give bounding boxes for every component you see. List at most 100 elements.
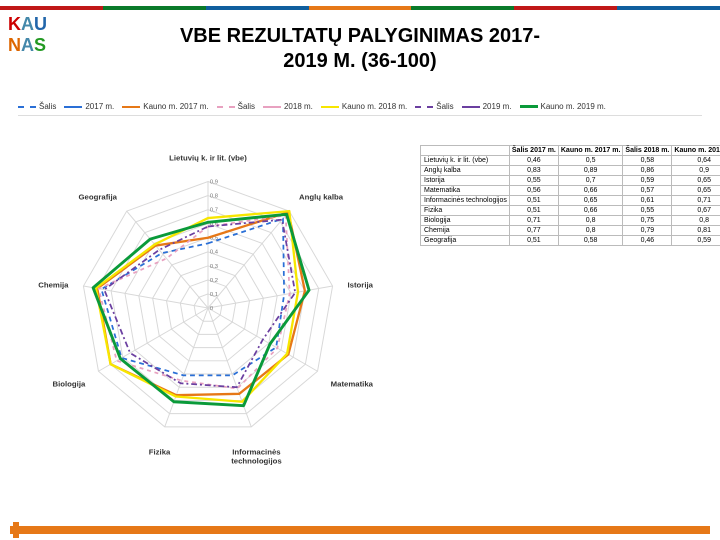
cell-value: 0,55 bbox=[509, 176, 558, 186]
svg-text:0,9: 0,9 bbox=[210, 179, 218, 185]
legend-label: Kauno m. 2018 m. bbox=[342, 102, 407, 111]
cell-value: 0,65 bbox=[672, 176, 720, 186]
top-accent-stripe bbox=[0, 6, 720, 10]
cell-value: 0,55 bbox=[623, 206, 672, 216]
cell-value: 0,65 bbox=[558, 196, 623, 206]
row-label: Matematika bbox=[421, 186, 510, 196]
table-row: Lietuvių k. ir lit. (vbe)0,460,50,580,64… bbox=[421, 156, 720, 166]
page-title: VBE REZULTATŲ PALYGINIMAS 2017- 2019 M. … bbox=[0, 24, 720, 74]
cell-value: 0,57 bbox=[623, 186, 672, 196]
cell-value: 0,83 bbox=[509, 166, 558, 176]
cell-value: 0,58 bbox=[623, 156, 672, 166]
data-table: Šalis 2017 m.Kauno m. 2017 m.Šalis 2018 … bbox=[420, 145, 710, 246]
legend-label: Šalis bbox=[39, 102, 56, 111]
row-label: Geografija bbox=[421, 236, 510, 246]
cell-value: 0,86 bbox=[623, 166, 672, 176]
legend-label: Kauno m. 2019 m. bbox=[541, 102, 606, 111]
cell-value: 0,56 bbox=[509, 186, 558, 196]
bottom-accent-bar bbox=[10, 526, 710, 534]
row-label: Anglų kalba bbox=[421, 166, 510, 176]
table-row: Informacinės technologijos0,510,650,610,… bbox=[421, 196, 720, 206]
table-row: Anglų kalba0,830,890,860,90,820,87 bbox=[421, 166, 720, 176]
cell-value: 0,81 bbox=[672, 226, 720, 236]
cell-value: 0,59 bbox=[623, 176, 672, 186]
cell-value: 0,58 bbox=[558, 236, 623, 246]
row-label: Informacinės technologijos bbox=[421, 196, 510, 206]
svg-text:0,8: 0,8 bbox=[210, 194, 218, 200]
svg-text:0,3: 0,3 bbox=[210, 264, 218, 270]
cell-value: 0,77 bbox=[509, 226, 558, 236]
table-row: Chemija0,770,80,790,810,750,83 bbox=[421, 226, 720, 236]
table-row: Biologija0,710,80,750,80,640,72 bbox=[421, 216, 720, 226]
row-label: Fizika bbox=[421, 206, 510, 216]
svg-text:Informacinės: Informacinės bbox=[232, 448, 280, 457]
svg-text:0,4: 0,4 bbox=[210, 250, 219, 256]
table-header bbox=[421, 146, 510, 156]
cell-value: 0,51 bbox=[509, 236, 558, 246]
cell-value: 0,51 bbox=[509, 206, 558, 216]
legend-label: 2019 m. bbox=[483, 102, 512, 111]
cell-value: 0,67 bbox=[672, 206, 720, 216]
svg-text:Matematika: Matematika bbox=[331, 380, 374, 389]
legend-item: Kauno m. 2018 m. bbox=[321, 102, 407, 111]
table-row: Fizika0,510,660,550,670,570,71 bbox=[421, 206, 720, 216]
cell-value: 0,66 bbox=[558, 186, 623, 196]
legend-item: 2017 m. bbox=[64, 102, 114, 111]
legend-item: Kauno m. 2017 m. bbox=[122, 102, 208, 111]
row-label: Lietuvių k. ir lit. (vbe) bbox=[421, 156, 510, 166]
chart-legend: Šalis 2017 m. Kauno m. 2017 m. Šalis 2018 m.… bbox=[18, 102, 702, 116]
svg-text:Chemija: Chemija bbox=[38, 280, 69, 289]
row-label: Chemija bbox=[421, 226, 510, 236]
legend-item: 2018 m. bbox=[263, 102, 313, 111]
cell-value: 0,61 bbox=[623, 196, 672, 206]
cell-value: 0,8 bbox=[672, 216, 720, 226]
cell-value: 0,66 bbox=[558, 206, 623, 216]
cell-value: 0,65 bbox=[672, 186, 720, 196]
svg-text:0,2: 0,2 bbox=[210, 278, 218, 284]
legend-label: Šalis bbox=[238, 102, 255, 111]
cell-value: 0,8 bbox=[558, 226, 623, 236]
row-label: Istorija bbox=[421, 176, 510, 186]
table-header: Šalis 2017 m. bbox=[509, 146, 558, 156]
cell-value: 0,71 bbox=[509, 216, 558, 226]
cell-value: 0,89 bbox=[558, 166, 623, 176]
title-line-2: 2019 M. (36-100) bbox=[283, 50, 436, 72]
cell-value: 0,79 bbox=[623, 226, 672, 236]
svg-text:Istorija: Istorija bbox=[348, 280, 374, 289]
svg-text:Biologija: Biologija bbox=[53, 380, 86, 389]
svg-text:technologijos: technologijos bbox=[231, 456, 281, 465]
legend-item: Šalis bbox=[415, 102, 453, 111]
legend-item: Kauno m. 2019 m. bbox=[520, 102, 606, 111]
cell-value: 0,46 bbox=[509, 156, 558, 166]
cell-value: 0,51 bbox=[509, 196, 558, 206]
cell-value: 0,46 bbox=[623, 236, 672, 246]
table-header: Šalis 2018 m. bbox=[623, 146, 672, 156]
title-line-1: VBE REZULTATŲ PALYGINIMAS 2017- bbox=[180, 25, 540, 47]
legend-item: Šalis bbox=[217, 102, 255, 111]
row-label: Biologija bbox=[421, 216, 510, 226]
cell-value: 0,71 bbox=[672, 196, 720, 206]
legend-item: 2019 m. bbox=[462, 102, 512, 111]
legend-label: 2017 m. bbox=[85, 102, 114, 111]
table-row: Matematika0,560,660,570,650,450,51 bbox=[421, 186, 720, 196]
svg-text:Fizika: Fizika bbox=[149, 448, 171, 457]
legend-item: Šalis bbox=[18, 102, 56, 111]
table-header: Kauno m. 2017 m. bbox=[558, 146, 623, 156]
legend-label: 2018 m. bbox=[284, 102, 313, 111]
svg-text:0,7: 0,7 bbox=[210, 208, 218, 214]
cell-value: 0,59 bbox=[672, 236, 720, 246]
table-row: Istorija0,550,70,590,650,630,73 bbox=[421, 176, 720, 186]
table-header: Kauno m. 2018 m. bbox=[672, 146, 720, 156]
cell-value: 0,64 bbox=[672, 156, 720, 166]
legend-label: Kauno m. 2017 m. bbox=[143, 102, 208, 111]
svg-text:0,1: 0,1 bbox=[210, 292, 218, 298]
cell-value: 0,5 bbox=[558, 156, 623, 166]
table-row: Geografija0,510,580,460,590,540,64 bbox=[421, 236, 720, 246]
svg-text:Geografija: Geografija bbox=[79, 192, 118, 201]
svg-text:Anglų kalba: Anglų kalba bbox=[299, 192, 344, 201]
cell-value: 0,75 bbox=[623, 216, 672, 226]
radar-chart: 00,10,20,30,40,50,60,70,80,9Lietuvių k. … bbox=[8, 128, 408, 488]
cell-value: 0,7 bbox=[558, 176, 623, 186]
cell-value: 0,9 bbox=[672, 166, 720, 176]
results-table: Šalis 2017 m.Kauno m. 2017 m.Šalis 2018 … bbox=[420, 145, 720, 246]
